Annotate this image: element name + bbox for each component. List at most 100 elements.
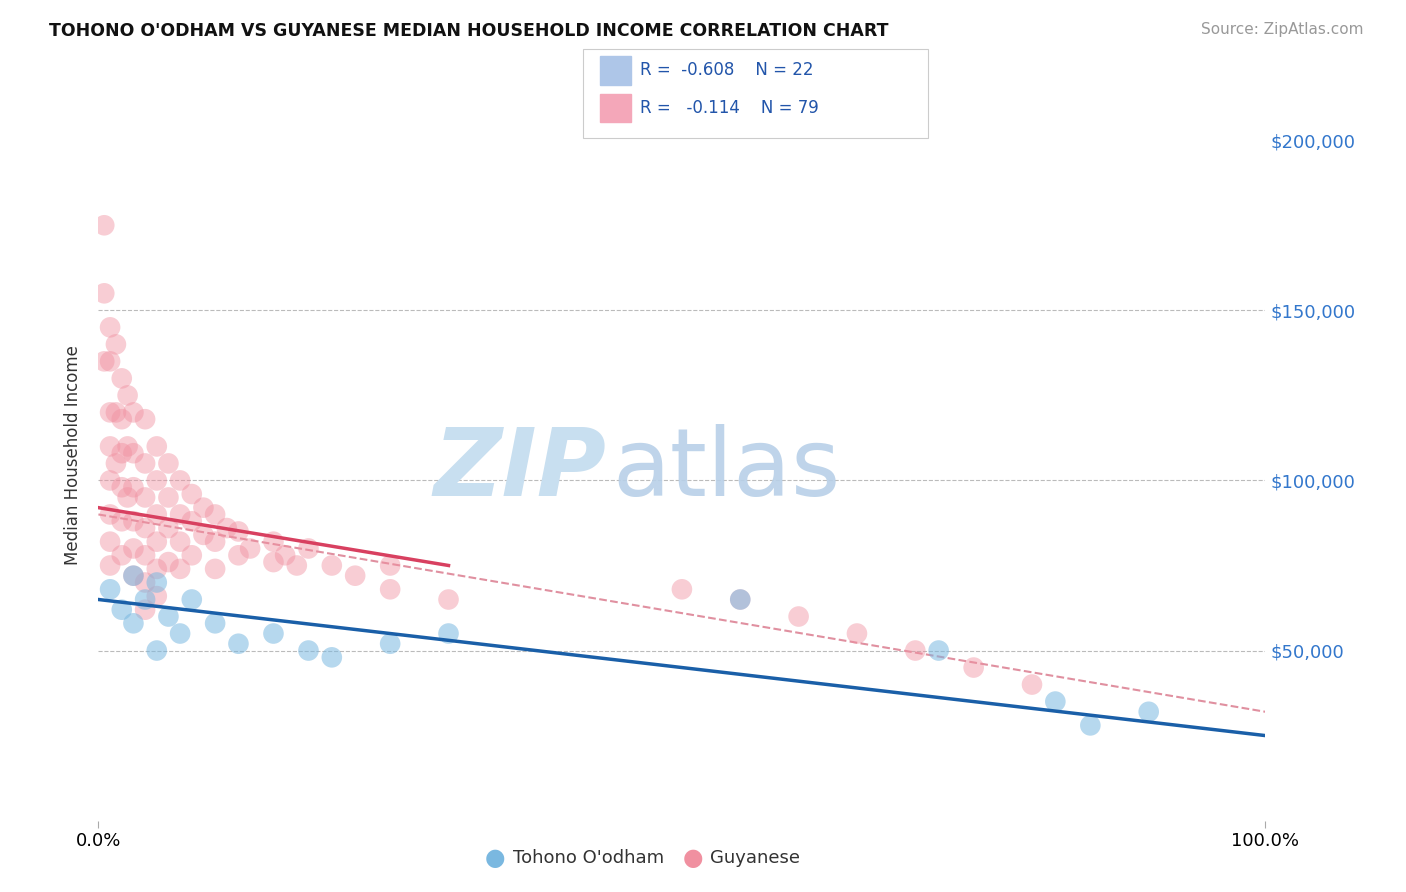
Y-axis label: Median Household Income: Median Household Income	[65, 345, 83, 565]
Point	[204, 562, 226, 576]
Point	[1045, 695, 1067, 709]
Point	[146, 643, 169, 657]
Point	[122, 568, 145, 582]
Point	[98, 582, 121, 597]
Point	[262, 626, 284, 640]
Point	[846, 626, 869, 640]
Point	[111, 412, 134, 426]
Point	[228, 637, 250, 651]
Point	[98, 508, 121, 522]
Point	[157, 457, 180, 471]
Point	[157, 609, 180, 624]
Point	[146, 474, 169, 488]
Point	[193, 528, 215, 542]
Point	[111, 446, 134, 460]
Point	[122, 568, 145, 582]
Point	[146, 439, 169, 453]
Point	[134, 412, 156, 426]
Point	[344, 568, 367, 582]
Point	[228, 524, 250, 539]
Point	[180, 549, 202, 563]
Point	[297, 541, 319, 556]
Point	[671, 582, 693, 597]
Point	[146, 508, 169, 522]
Point	[321, 650, 343, 665]
Text: R =  -0.608    N = 22: R = -0.608 N = 22	[640, 62, 813, 79]
Point	[98, 405, 121, 419]
Point	[93, 219, 115, 233]
Point	[215, 521, 238, 535]
Text: atlas: atlas	[612, 424, 841, 516]
Text: ●: ●	[683, 847, 703, 870]
Point	[437, 592, 460, 607]
Point	[104, 337, 127, 351]
Point	[321, 558, 343, 573]
Point	[204, 508, 226, 522]
Point	[122, 514, 145, 528]
Point	[117, 491, 139, 505]
Point	[787, 609, 810, 624]
Point	[204, 534, 226, 549]
Point	[228, 549, 250, 563]
Point	[239, 541, 262, 556]
Point	[146, 575, 169, 590]
Point	[134, 521, 156, 535]
Point	[146, 534, 169, 549]
Point	[122, 480, 145, 494]
Point	[111, 514, 134, 528]
Point	[104, 457, 127, 471]
Point	[122, 616, 145, 631]
Point	[98, 439, 121, 453]
Point	[180, 592, 202, 607]
Point	[134, 549, 156, 563]
Text: Guyanese: Guyanese	[710, 849, 800, 867]
Point	[134, 457, 156, 471]
Point	[169, 562, 191, 576]
Point	[1137, 705, 1160, 719]
Point	[169, 626, 191, 640]
Point	[146, 589, 169, 603]
Point	[93, 354, 115, 368]
Point	[111, 371, 134, 385]
Point	[111, 480, 134, 494]
Point	[180, 487, 202, 501]
Point	[1021, 677, 1043, 691]
Point	[730, 592, 752, 607]
Point	[122, 446, 145, 460]
Point	[928, 643, 950, 657]
Point	[134, 592, 156, 607]
Point	[111, 603, 134, 617]
Point	[117, 439, 139, 453]
Point	[169, 508, 191, 522]
Point	[169, 474, 191, 488]
Text: R =   -0.114    N = 79: R = -0.114 N = 79	[640, 99, 818, 117]
Point	[93, 286, 115, 301]
Point	[904, 643, 927, 657]
Text: Source: ZipAtlas.com: Source: ZipAtlas.com	[1201, 22, 1364, 37]
Point	[437, 626, 460, 640]
Point	[262, 555, 284, 569]
Point	[380, 558, 402, 573]
Text: Tohono O'odham: Tohono O'odham	[513, 849, 664, 867]
Point	[193, 500, 215, 515]
Point	[262, 534, 284, 549]
Point	[204, 616, 226, 631]
Text: ●: ●	[485, 847, 505, 870]
Point	[157, 521, 180, 535]
Point	[98, 534, 121, 549]
Point	[134, 603, 156, 617]
Point	[1080, 718, 1102, 732]
Point	[98, 474, 121, 488]
Text: ZIP: ZIP	[433, 424, 606, 516]
Point	[104, 405, 127, 419]
Point	[730, 592, 752, 607]
Point	[274, 549, 297, 563]
Point	[98, 558, 121, 573]
Point	[157, 555, 180, 569]
Point	[169, 534, 191, 549]
Point	[157, 491, 180, 505]
Point	[134, 575, 156, 590]
Point	[98, 320, 121, 334]
Point	[146, 562, 169, 576]
Point	[111, 549, 134, 563]
